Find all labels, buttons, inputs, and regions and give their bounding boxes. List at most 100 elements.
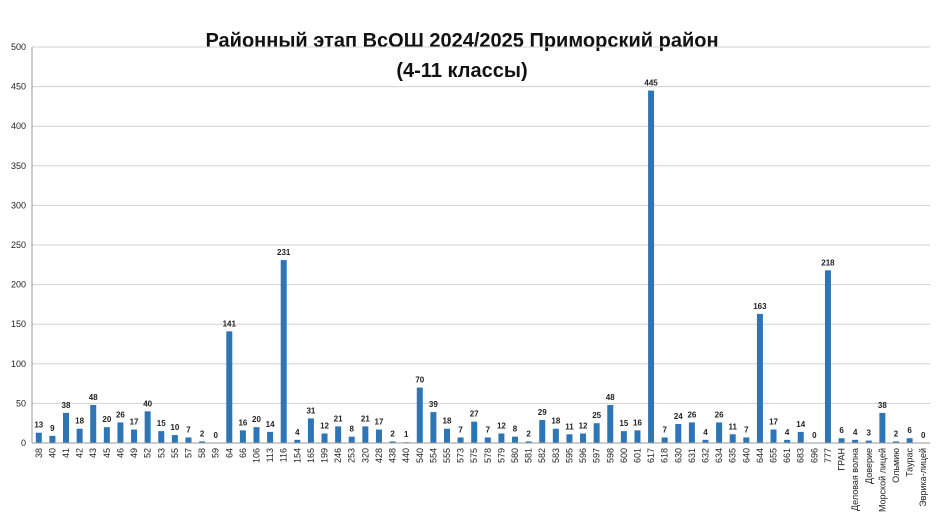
x-tick-label: 438 — [388, 448, 398, 463]
value-label: 218 — [821, 258, 835, 267]
x-tick-label: 58 — [197, 448, 207, 458]
y-tick-label: 0 — [21, 438, 26, 448]
value-label: 70 — [415, 376, 424, 385]
bar — [675, 423, 682, 443]
bar — [335, 426, 342, 443]
x-tick-label: 59 — [211, 448, 221, 458]
value-label: 17 — [769, 418, 778, 427]
value-label: 8 — [513, 425, 518, 434]
x-tick-label: 440 — [401, 448, 411, 463]
y-tick-label: 350 — [11, 161, 26, 171]
x-tick-label: 57 — [183, 448, 193, 458]
bar — [226, 331, 233, 443]
bar — [756, 313, 763, 443]
value-label: 2 — [390, 429, 395, 438]
x-tick-label: 253 — [347, 448, 357, 463]
value-label: 4 — [785, 428, 790, 437]
bar — [131, 429, 138, 443]
x-tick-label: 579 — [496, 448, 506, 463]
bar — [294, 439, 301, 443]
value-label: 6 — [907, 426, 912, 435]
x-tick-label: 635 — [728, 448, 738, 463]
x-tick-label: 601 — [632, 448, 642, 463]
bar — [729, 434, 736, 443]
x-tick-label: 596 — [578, 448, 588, 463]
x-tick-label: 49 — [129, 448, 139, 458]
y-tick-label: 500 — [11, 42, 26, 52]
value-label: 13 — [34, 421, 43, 430]
x-tick-label: Таурас — [905, 448, 915, 477]
bar — [117, 422, 124, 443]
value-label: 0 — [812, 431, 817, 440]
value-label: 10 — [170, 423, 179, 432]
x-tick-label: 581 — [524, 448, 534, 463]
x-tick-label: 64 — [224, 448, 234, 458]
x-tick-label: 631 — [687, 448, 697, 463]
value-label: 4 — [853, 428, 858, 437]
x-tick-label: 573 — [456, 448, 466, 463]
bar — [348, 436, 355, 443]
value-label: 16 — [238, 418, 247, 427]
x-tick-label: 578 — [483, 448, 493, 463]
value-label: 8 — [350, 425, 355, 434]
value-label: 48 — [606, 393, 615, 402]
bar — [539, 420, 546, 443]
value-label: 38 — [62, 401, 71, 410]
value-label: 12 — [497, 421, 506, 430]
value-label: 0 — [921, 431, 926, 440]
value-label: 18 — [551, 417, 560, 426]
value-label: 24 — [674, 412, 683, 421]
bar — [702, 439, 709, 443]
bar — [892, 441, 899, 443]
x-tick-label: 106 — [252, 448, 262, 463]
x-tick-label: 655 — [769, 448, 779, 463]
bar — [471, 421, 478, 443]
bar — [389, 441, 396, 443]
bar — [430, 412, 437, 443]
value-label: 3 — [867, 429, 872, 438]
value-label: 14 — [266, 420, 275, 429]
bar — [552, 428, 559, 443]
bar — [512, 436, 519, 443]
bar — [416, 387, 423, 443]
value-label: 7 — [486, 425, 491, 434]
value-label: 25 — [592, 411, 601, 420]
value-label: 6 — [839, 426, 844, 435]
bar — [76, 428, 83, 443]
x-tick-label: 617 — [646, 448, 656, 463]
bar — [498, 433, 505, 443]
bar — [620, 431, 627, 443]
bar — [185, 437, 192, 443]
x-tick-label: 38 — [34, 448, 44, 458]
x-tick-label: 777 — [823, 448, 833, 463]
bar — [580, 433, 587, 443]
value-label: 20 — [102, 415, 111, 424]
bar — [593, 423, 600, 443]
value-label: 2 — [894, 429, 899, 438]
x-tick-label: 575 — [469, 448, 479, 463]
value-label: 231 — [277, 248, 291, 257]
value-label: 27 — [470, 410, 479, 419]
bar — [35, 432, 42, 443]
value-label: 26 — [687, 410, 696, 419]
x-tick-label: 116 — [279, 448, 289, 462]
x-tick-label: 630 — [673, 448, 683, 463]
x-tick-label: Доверие — [864, 448, 874, 484]
value-label: 7 — [662, 425, 667, 434]
value-label: 7 — [458, 425, 463, 434]
x-tick-label: 165 — [306, 448, 316, 463]
value-label: 7 — [744, 425, 749, 434]
value-label: 17 — [375, 418, 384, 427]
bar — [375, 429, 382, 443]
x-tick-label: 320 — [360, 448, 370, 463]
x-tick-label: 55 — [170, 448, 180, 458]
x-tick-label: 600 — [619, 448, 629, 463]
bar — [144, 411, 151, 443]
value-label: 15 — [157, 419, 166, 428]
value-label: 2 — [526, 429, 531, 438]
bar — [158, 431, 165, 443]
bar — [103, 427, 110, 443]
bar — [267, 431, 274, 443]
value-label: 39 — [429, 400, 438, 409]
